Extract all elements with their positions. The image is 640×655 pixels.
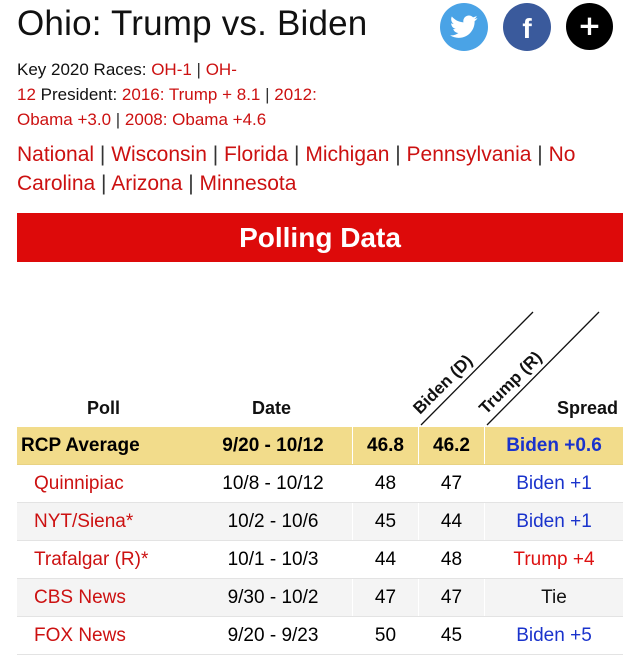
poll-biden: 45 — [352, 503, 418, 540]
poll-link[interactable]: FOX News — [34, 624, 126, 646]
average-biden: 46.8 — [352, 427, 418, 464]
header-biden: Biden (D) — [409, 351, 476, 418]
poll-date: 9/20 - 9/23 — [227, 624, 319, 646]
poll-date: 10/8 - 10/12 — [222, 472, 324, 494]
president-label: President: — [35, 85, 122, 104]
separator: | — [94, 143, 112, 166]
table-row: Quinnipiac 10/8 - 10/12 48 47 Biden +1 — [17, 465, 623, 503]
table-row: NYT/Siena* 10/2 - 10/6 45 44 Biden +1 — [17, 503, 623, 541]
rcp-average-row: RCP Average 9/20 - 10/12 46.8 46.2 Biden… — [17, 427, 623, 465]
race-link-oh12-start[interactable]: OH- — [205, 60, 237, 79]
nav-link-pennsylvania[interactable]: Pennsylvania — [406, 143, 532, 166]
table-row: CBS News 9/30 - 10/2 47 47 Tie — [17, 579, 623, 617]
header-date[interactable]: Date — [252, 398, 292, 418]
twitter-share-button[interactable] — [440, 3, 488, 51]
poll-biden: 48 — [352, 465, 418, 502]
poll-spread: Biden +1 — [484, 465, 623, 502]
header-spread[interactable]: Spread — [557, 398, 619, 418]
nav-link-florida[interactable]: Florida — [224, 143, 289, 166]
nav-link-michigan[interactable]: Michigan — [305, 143, 390, 166]
polling-data-banner: Polling Data — [17, 213, 623, 262]
race-link-oh1[interactable]: OH-1 — [151, 60, 192, 79]
separator: | — [206, 143, 225, 166]
race-link-2016[interactable]: 2016: Trump + 8.1 — [121, 85, 261, 104]
page-title: Ohio: Trump vs. Biden — [17, 4, 368, 43]
facebook-share-button[interactable]: f — [503, 3, 551, 51]
twitter-bird-icon — [450, 15, 478, 38]
race-link-2012-end[interactable]: Obama +3.0 — [17, 110, 112, 129]
race-link-2008[interactable]: 2008: Obama +4.6 — [124, 110, 267, 129]
poll-link[interactable]: Quinnipiac — [34, 472, 124, 494]
average-poll: RCP Average — [21, 434, 140, 456]
nav-link-wisconsin[interactable]: Wisconsin — [111, 143, 207, 166]
separator: | — [260, 85, 275, 104]
separator: | — [182, 172, 200, 195]
poll-biden: 47 — [352, 579, 418, 616]
nav-link-north-carolina-start[interactable]: No — [548, 143, 576, 166]
state-nav-line-1: National | Wisconsin | Florida | Michiga… — [17, 143, 575, 167]
average-trump: 46.2 — [418, 427, 484, 464]
nav-link-north-carolina-end[interactable]: Carolina — [17, 172, 96, 195]
race-link-oh12-end[interactable]: 12 — [17, 85, 36, 104]
poll-trump: 44 — [418, 503, 484, 540]
nav-link-minnesota[interactable]: Minnesota — [199, 172, 297, 195]
key-races-line-3: Obama +3.0 | 2008: Obama +4.6 — [17, 110, 266, 130]
poll-trump: 48 — [418, 541, 484, 578]
nav-link-national[interactable]: National — [17, 143, 95, 166]
table-row: FOX News 9/20 - 9/23 50 45 Biden +5 — [17, 617, 623, 655]
key-races-label: Key 2020 Races: — [17, 60, 152, 79]
poll-spread: Trump +4 — [484, 541, 623, 578]
table-row: Trafalgar (R)* 10/1 - 10/3 44 48 Trump +… — [17, 541, 623, 579]
poll-trump: 47 — [418, 579, 484, 616]
poll-link[interactable]: CBS News — [34, 586, 126, 608]
plus-icon: + — [577, 8, 602, 42]
table-diagonal-header: Biden (D) Trump (R) — [409, 311, 600, 426]
biden-header-divider — [420, 311, 534, 426]
separator: | — [389, 143, 407, 166]
state-nav-line-2: Carolina | Arizona | Minnesota — [17, 172, 296, 196]
key-races-line-1: Key 2020 Races: OH-1 | OH- — [17, 60, 237, 80]
poll-spread: Biden +1 — [484, 503, 623, 540]
separator: | — [191, 60, 206, 79]
banner-title: Polling Data — [239, 221, 401, 253]
poll-date: 10/2 - 10/6 — [227, 510, 319, 532]
poll-spread: Tie — [484, 579, 623, 616]
facebook-f-icon: f — [522, 13, 532, 44]
poll-trump: 45 — [418, 617, 484, 654]
poll-biden: 44 — [352, 541, 418, 578]
trump-header-divider — [486, 311, 600, 426]
average-date: 9/20 - 10/12 — [222, 434, 324, 456]
nav-link-arizona[interactable]: Arizona — [111, 172, 183, 195]
poll-date: 9/30 - 10/2 — [227, 586, 319, 608]
separator: | — [288, 143, 306, 166]
poll-date: 10/1 - 10/3 — [227, 548, 319, 570]
key-races-line-2: 12 President: 2016: Trump + 8.1 | 2012: — [17, 85, 317, 105]
poll-biden: 50 — [352, 617, 418, 654]
poll-trump: 47 — [418, 465, 484, 502]
poll-spread: Biden +5 — [484, 617, 623, 654]
race-link-2012-start[interactable]: 2012: — [274, 85, 317, 104]
poll-link[interactable]: Trafalgar (R)* — [34, 548, 149, 570]
average-spread: Biden +0.6 — [484, 427, 623, 464]
separator: | — [111, 110, 125, 129]
separator: | — [531, 143, 549, 166]
more-share-button[interactable]: + — [566, 3, 613, 50]
separator: | — [95, 172, 112, 195]
poll-link[interactable]: NYT/Siena* — [34, 510, 134, 532]
polling-table: RCP Average 9/20 - 10/12 46.8 46.2 Biden… — [17, 427, 623, 655]
header-poll[interactable]: Poll — [87, 398, 121, 418]
header-trump: Trump (R) — [475, 348, 545, 418]
